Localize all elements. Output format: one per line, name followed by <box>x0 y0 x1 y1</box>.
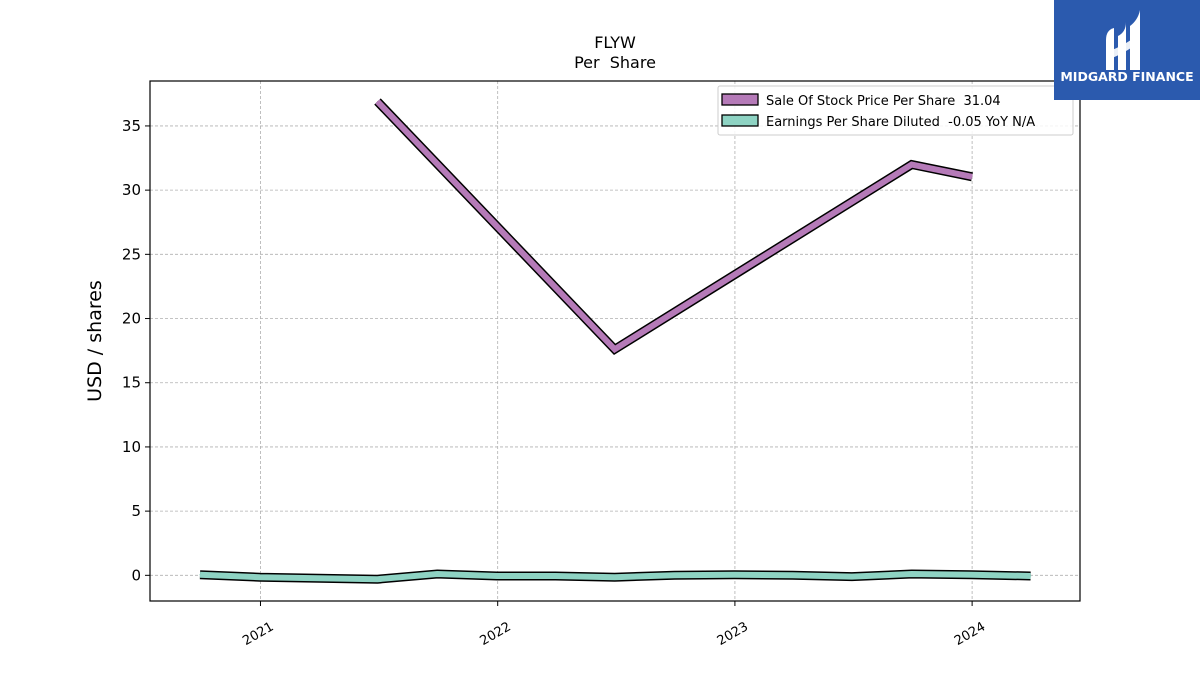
series-line-sale-of-stock <box>375 99 973 354</box>
data-point-eps-diluted <box>376 578 379 580</box>
brand-name: MIDGARD FINANCE <box>1060 69 1193 84</box>
y-tick-label: 25 <box>122 245 141 263</box>
y-tick-label: 20 <box>122 310 141 328</box>
data-point-sale-of-stock <box>971 176 973 178</box>
data-point-sale-of-stock <box>911 163 913 166</box>
y-tick-label: 35 <box>122 117 141 135</box>
legend-box <box>717 85 1074 136</box>
brand-logo: MIDGARD FINANCE <box>1054 0 1200 100</box>
legend-swatch-eps-diluted <box>721 114 759 127</box>
y-tick-label: 0 <box>131 566 141 584</box>
data-point-eps-diluted <box>792 574 794 576</box>
data-point-sale-of-stock <box>614 348 616 350</box>
data-point-eps-diluted <box>554 575 557 577</box>
legend: Sale Of Stock Price Per Share 31.04 Earn… <box>717 85 1074 136</box>
y-tick-label: 10 <box>122 438 141 456</box>
data-point-eps-diluted <box>911 573 913 575</box>
data-point-eps-diluted <box>614 576 616 578</box>
data-point-eps-diluted <box>733 574 735 576</box>
x-tick-label: 2022 <box>478 619 514 649</box>
data-point-eps-diluted <box>1030 575 1032 577</box>
chart-subtitle: Per Share <box>574 53 656 72</box>
data-point-eps-diluted <box>496 575 498 577</box>
chart-title: FLYW <box>594 33 636 52</box>
data-point-sale-of-stock <box>376 100 379 103</box>
y-tick-label: 30 <box>122 181 141 199</box>
y-axis-label: USD / shares <box>84 280 106 402</box>
y-ticks: 0 5 10 15 20 25 30 35 <box>122 117 150 584</box>
data-point-eps-diluted <box>259 576 261 578</box>
x-tick-label: 2021 <box>240 619 276 649</box>
x-tick-label: 2024 <box>952 619 988 649</box>
legend-label-eps-diluted: Earnings Per Share Diluted -0.05 YoY N/A <box>766 115 1035 130</box>
legend-label-sale-of-stock: Sale Of Stock Price Per Share 31.04 <box>766 94 1001 109</box>
data-point-eps-diluted <box>673 574 676 576</box>
plot-frame <box>149 80 1081 602</box>
data-point-eps-diluted <box>970 574 973 576</box>
x-tick-label: 2023 <box>715 619 751 649</box>
data-point-eps-diluted <box>199 574 201 576</box>
brand-mark-icon <box>1106 10 1140 70</box>
y-tick-label: 15 <box>122 374 141 392</box>
legend-swatch-sale-of-stock <box>721 93 759 106</box>
data-point-eps-diluted <box>436 573 438 575</box>
y-tick-label: 5 <box>131 502 141 520</box>
x-ticks: 2021 2022 2023 2024 <box>240 601 988 649</box>
series-layer <box>199 98 1032 584</box>
grid <box>150 81 1080 601</box>
data-point-eps-diluted <box>851 576 853 578</box>
series-line-eps-diluted <box>199 570 1031 583</box>
